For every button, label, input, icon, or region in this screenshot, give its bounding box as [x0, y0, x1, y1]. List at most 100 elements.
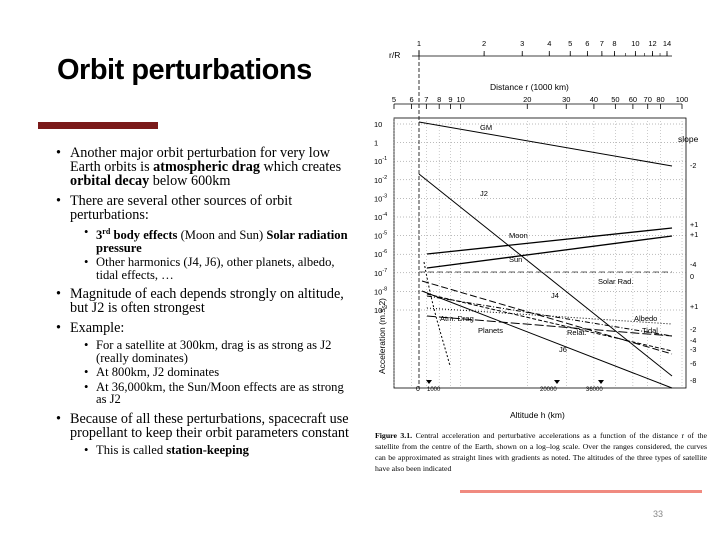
- curve-j2: [418, 173, 673, 377]
- slope-label: -8: [690, 376, 696, 385]
- y-axis-ticks: 10 1 10-1 10-2 10-3 10-4 10-5 10-6 10-7 10-8 10-9: [374, 120, 387, 315]
- curve-albedo: [426, 295, 673, 337]
- y-tick-label: 10-1: [374, 156, 387, 166]
- y-tick-label: 10: [374, 120, 382, 129]
- label-moon: Moon: [509, 231, 528, 240]
- perturbation-figure: r/R 1 2 3 4 5 6 7 8 10 12 14 Distance r (1000 km) …: [374, 39, 699, 420]
- label-j2: J2: [480, 189, 488, 198]
- slope-label: +1: [690, 302, 698, 311]
- bullet-atmospheric-drag: Another major orbit perturbation for ver…: [56, 146, 356, 188]
- sub-bullet-third-body: 3rd body effects (Moon and Sun) Solar ra…: [84, 226, 356, 254]
- top-axis-label: r/R: [389, 50, 400, 60]
- top-tick-label: 5: [568, 39, 572, 48]
- distance-axis-ticks: 5 6 7 8 9 10 20 30 40 50 60 70 80 100: [392, 95, 688, 109]
- slope-header: slope: [678, 134, 699, 144]
- label-tidal: Tidal: [642, 326, 658, 335]
- slope-label: -6: [690, 359, 696, 368]
- marker-meo: [554, 380, 560, 384]
- y-tick-label: 10-6: [374, 249, 387, 259]
- y-tick-label: 10-3: [374, 193, 387, 203]
- slope-label: 0: [690, 272, 694, 281]
- bullet-magnitude: Magnitude of each depends strongly on al…: [56, 287, 356, 315]
- distance-tick-label: 10: [456, 95, 464, 104]
- slope-label: +1: [690, 220, 698, 229]
- label-j6: J6: [559, 345, 567, 354]
- label-albedo: Albedo: [634, 314, 657, 323]
- label-atm-drag: Atm. Drag: [440, 314, 474, 323]
- distance-tick-label: 50: [611, 95, 619, 104]
- slope-label: +1: [690, 230, 698, 239]
- distance-tick-label: 5: [392, 95, 396, 104]
- y-tick-label: 10-7: [374, 268, 387, 278]
- top-tick-label: 3: [520, 39, 524, 48]
- bullet-example: Example:: [56, 321, 356, 335]
- sub-bullet-other-harmonics: Other harmonics (J4, J6), other planets,…: [84, 256, 356, 281]
- curve-sun: [426, 235, 673, 269]
- altitude-tick-1000: 1000: [427, 387, 441, 393]
- curve-tidal: [426, 315, 673, 337]
- curve-planets: [426, 307, 673, 325]
- sub-bullet-300km: For a satellite at 300km, drag is as str…: [84, 339, 356, 364]
- distance-tick-label: 30: [562, 95, 570, 104]
- distance-tick-label: 9: [448, 95, 452, 104]
- sub-bullet-800km: At 800km, J2 dominates: [84, 366, 356, 379]
- altitude-tick-0: 0: [416, 386, 420, 393]
- label-planets: Planets: [478, 326, 503, 335]
- figure-caption: Figure 3.1. Central acceleration and per…: [375, 431, 707, 473]
- bottom-accent-line: [460, 490, 702, 493]
- top-tick-label: 12: [648, 39, 656, 48]
- slope-label: -2: [690, 161, 696, 170]
- y-tick-label: 10-8: [374, 286, 387, 296]
- top-tick-label: 10: [631, 39, 639, 48]
- curve-j4: [421, 280, 673, 355]
- top-tick-label: 2: [482, 39, 486, 48]
- y-tick-label: 10-2: [374, 175, 387, 185]
- distance-tick-label: 7: [424, 95, 428, 104]
- x-axis-label: Altitude h (km): [510, 410, 565, 420]
- altitude-tick-36000: 36000: [586, 387, 603, 393]
- bullet-other-sources: There are several other sources of orbit…: [56, 194, 356, 222]
- y-axis-label: Acceleration (m.s-2): [377, 298, 387, 374]
- y-tick-label: 10-5: [374, 231, 387, 241]
- curve-j6: [421, 290, 673, 389]
- sub-bullet-36000km: At 36,000km, the Sun/Moon effects are as…: [84, 380, 356, 406]
- curves: [418, 121, 673, 389]
- top-tick-label: 1: [417, 39, 421, 48]
- label-sun: Sun: [509, 255, 522, 264]
- slope-label: -4: [690, 260, 696, 269]
- sub-bullet-station-keeping: This is called station-keeping: [84, 443, 356, 457]
- y-tick-label: 10-9: [374, 305, 387, 315]
- curve-labels: GM J2 Moon Sun Solar Rad. J4 Atm. Drag A…: [440, 123, 658, 354]
- title-accent-bar: [38, 122, 158, 129]
- slope-label: -4: [690, 336, 696, 345]
- bullet-propellant: Because of all these perturbations, spac…: [56, 412, 356, 440]
- curve-gm: [418, 121, 673, 167]
- label-relat: Relat.: [567, 328, 587, 337]
- distance-tick-label: 80: [656, 95, 664, 104]
- distance-tick-label: 6: [409, 95, 413, 104]
- slope-label: -2: [690, 325, 696, 334]
- slope-labels: -2+1+1-40+1-2-4-3-6-8: [690, 161, 698, 385]
- distance-tick-label: 40: [590, 95, 598, 104]
- y-tick-label: 10-4: [374, 212, 387, 222]
- slope-label: -3: [690, 345, 696, 354]
- marker-leo: [426, 380, 432, 384]
- curve-moon: [426, 227, 673, 255]
- label-gm: GM: [480, 123, 492, 132]
- top-tick-label: 14: [663, 39, 671, 48]
- curve-atm-drag: [423, 261, 451, 367]
- satellite-altitude-markers: [426, 380, 604, 384]
- label-j4: J4: [551, 291, 559, 300]
- top-tick-label: 8: [612, 39, 616, 48]
- marker-geo: [598, 380, 604, 384]
- distance-tick-label: 70: [644, 95, 652, 104]
- top-tick-label: 7: [600, 39, 604, 48]
- altitude-tick-20000: 20000: [540, 387, 557, 393]
- y-tick-label: 1: [374, 139, 378, 148]
- top-tick-label: 4: [547, 39, 551, 48]
- distance-tick-label: 60: [629, 95, 637, 104]
- distance-axis-label: Distance r (1000 km): [490, 82, 569, 92]
- distance-tick-label: 100: [676, 95, 689, 104]
- label-solar-rad: Solar Rad.: [598, 277, 633, 286]
- distance-tick-label: 8: [437, 95, 441, 104]
